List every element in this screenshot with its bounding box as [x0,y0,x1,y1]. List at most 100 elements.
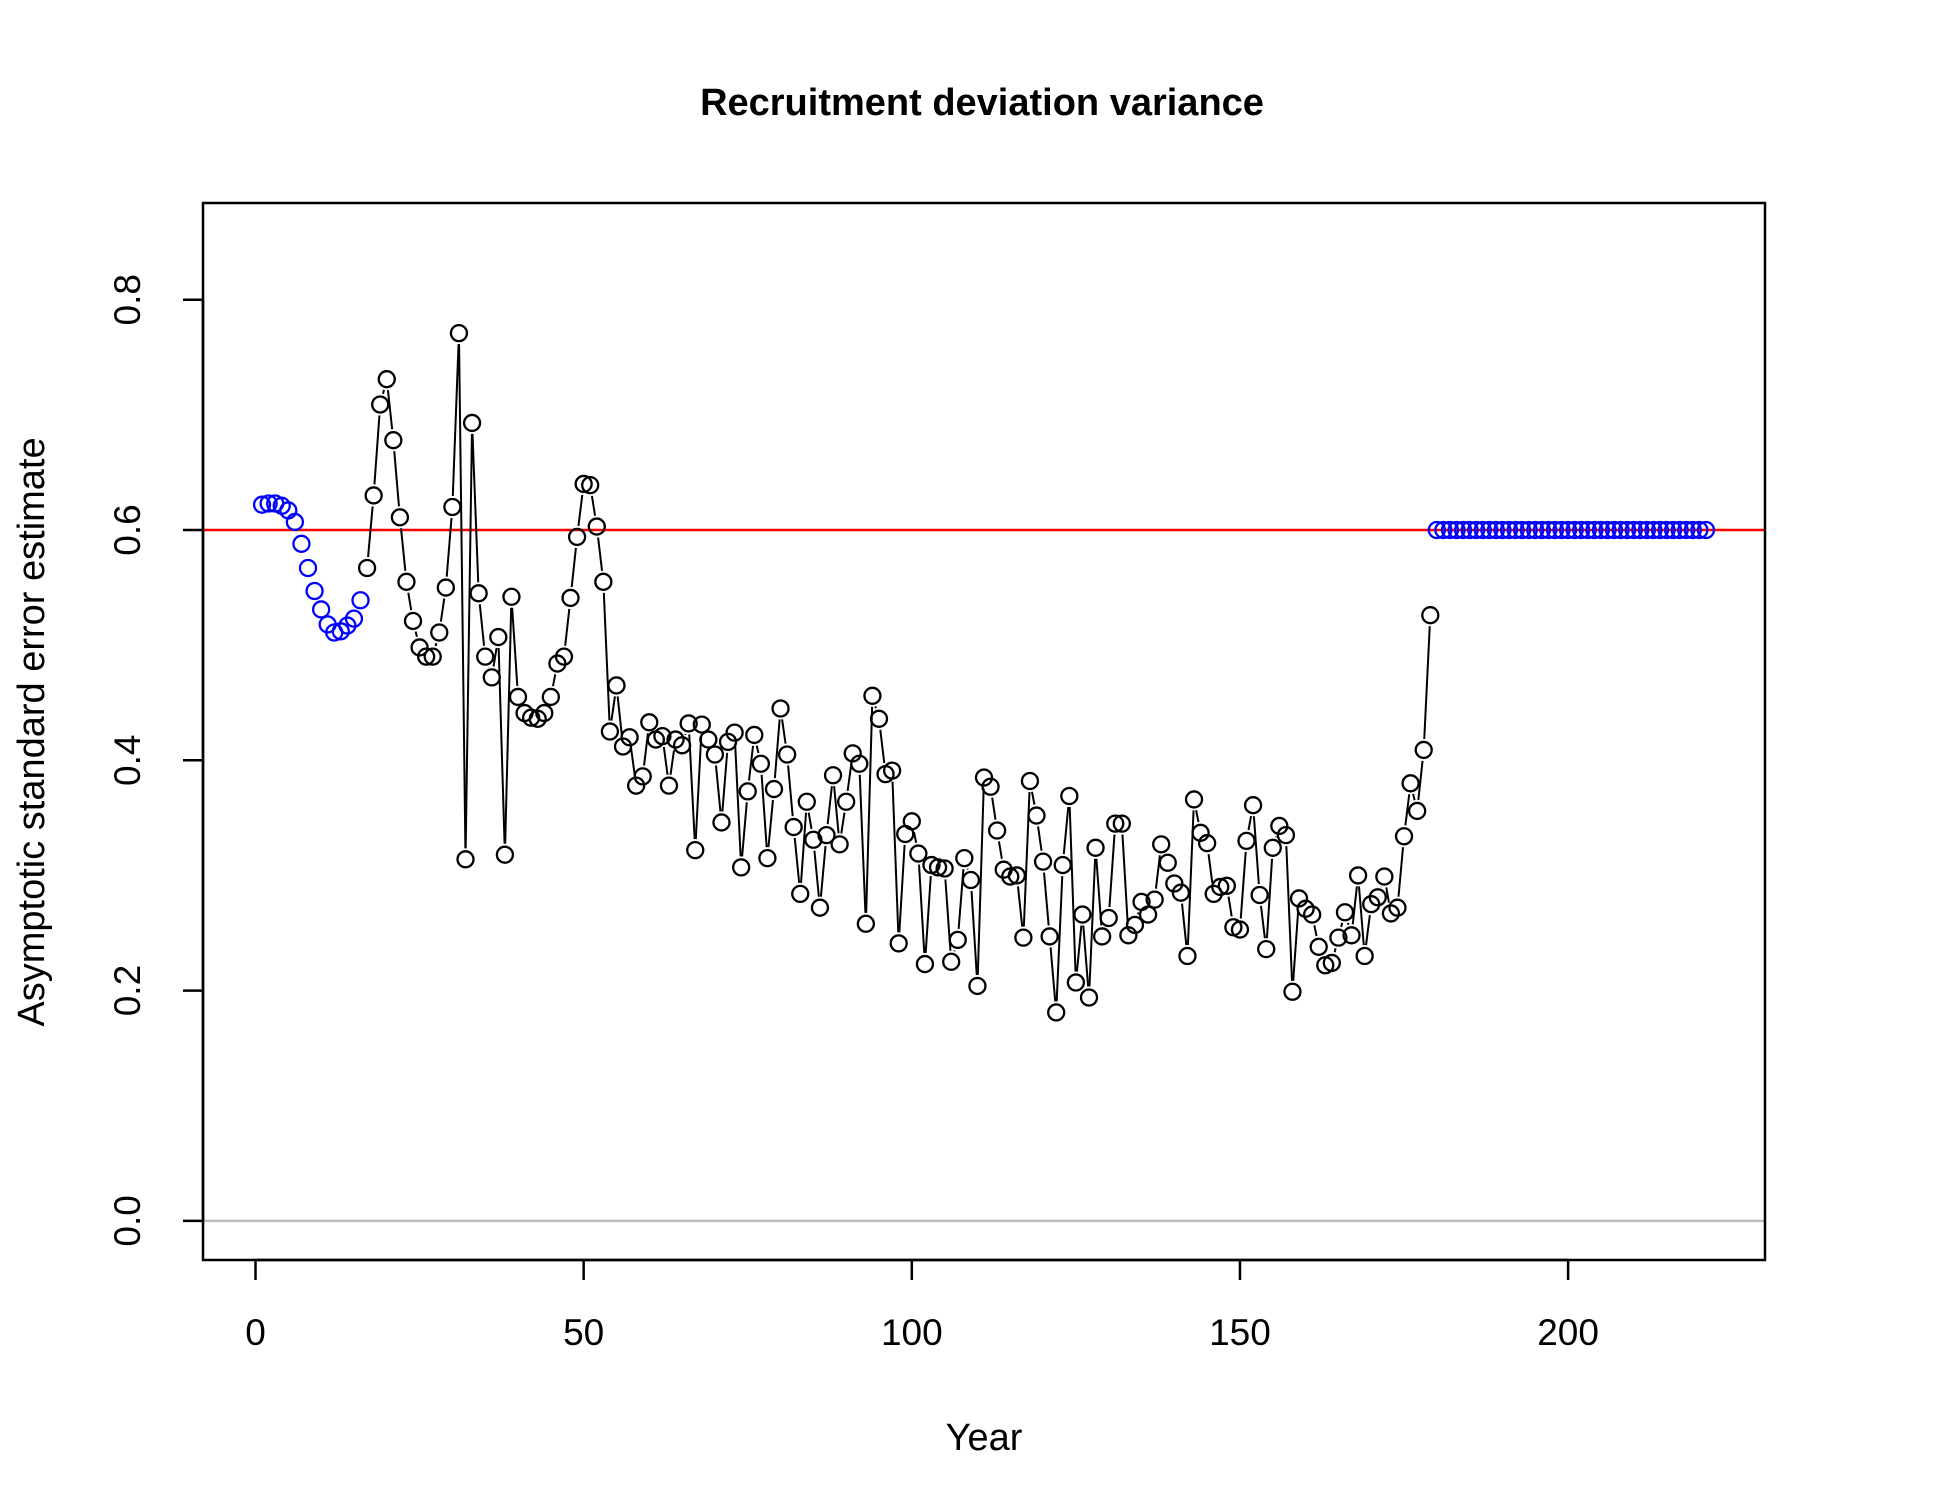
series-2-point [1513,520,1532,540]
series-1-point [1197,834,1217,853]
series-2-point [1434,520,1453,540]
series-1-segment [858,774,867,913]
series-1-point [758,849,777,868]
series-1-point [1171,883,1191,902]
series-2-point [1467,520,1486,540]
series-1-segment [478,604,486,646]
series-1-point [1342,926,1361,945]
series-1-segment [865,706,874,913]
series-1-point [942,952,961,971]
series-2-point [1486,520,1506,540]
series-1-segment [833,786,840,834]
series-1-segment [846,764,853,791]
series-2-point [1545,520,1565,540]
series-1-point [659,776,679,795]
series-2-point [1499,520,1519,540]
series-2-point [1604,520,1624,540]
series-1-point [718,732,738,752]
series-1-segment [1031,791,1036,805]
series-2-point [1683,520,1702,540]
series-1-point [1040,927,1059,946]
series-1-point [462,413,482,433]
series-1-segment [688,734,696,840]
series-2-point [1670,520,1689,540]
y-tick-label: 0.8 [107,274,148,325]
series-1-segment [1252,816,1260,885]
connector-lines [367,344,1431,1002]
series-1-point [1421,606,1440,625]
series-1-segment [570,547,577,588]
series-1-point [764,779,784,799]
series-1-point [469,584,488,603]
series-1-point [817,825,836,845]
series-1-segment [760,774,768,848]
series-1-point [1060,786,1079,806]
series-1-point [1283,982,1302,1001]
series-1-point [476,647,495,666]
series-2-point [1578,520,1597,540]
series-1-segment [898,844,906,933]
series-1-segment [807,812,813,830]
series-0-point [292,534,311,553]
series-1-point [1125,915,1145,935]
series-1-segment [1357,886,1365,946]
series-1-point [495,845,515,864]
series-1-point [672,736,692,755]
y-axis: 0.0 0.2 0.4 0.6 0.8 [107,274,205,1247]
series-1-point [797,792,816,811]
series-1-point [443,497,462,517]
series-1-point [725,723,744,742]
series-1-point [777,745,797,764]
series-1-segment [1412,793,1416,801]
series-1-point [882,761,902,780]
series-1-segment [373,415,381,485]
series-1-point [581,475,600,495]
series-1-point [1047,1003,1066,1022]
y-tick-label: 0.0 [107,1195,148,1246]
series-1-segment [1404,794,1411,826]
series-0-point [344,609,364,628]
series-1-point [1001,867,1020,886]
series-1-point [1184,790,1204,809]
series-1-point [587,517,606,536]
series-1-segment [1137,912,1140,915]
series-1-point [810,898,830,917]
series-1-segment [1075,925,1083,972]
series-2-point [1519,520,1538,540]
series-1-segment [414,631,418,638]
series-1-segment [464,433,473,849]
series-1-segment [669,750,675,775]
series-1-point [679,714,698,733]
series-2-point [1453,520,1473,540]
series-1-segment [1417,760,1424,801]
series-1-point [1053,855,1072,875]
series-2-point [1506,520,1525,540]
series-1-point [699,730,718,749]
series-1-point [1217,876,1236,895]
series-1-segment [891,781,900,933]
series-1-point [1230,920,1250,939]
series-1-point [1158,853,1177,872]
series-1-point [377,370,396,389]
series-1-point [430,623,449,642]
series-1-point [640,713,659,732]
series-1-point [1368,888,1387,907]
series-1-segment [407,592,413,611]
series-1-segment [393,451,400,507]
series-2-point [1618,520,1637,540]
x-axis-label: Year [946,1417,1023,1459]
series-1-segment [616,696,623,736]
series-1-segment [662,746,669,775]
series-1-point [653,726,672,746]
series-1-point [981,777,1000,796]
series-2-point [1598,520,1617,540]
series-1-segment [439,598,446,622]
series-1-segment [840,812,846,834]
series-1-point [416,647,436,666]
y-tick-label: 0.4 [107,735,148,786]
series-1-point [1388,898,1407,917]
series-0-point [285,512,305,532]
series-1-point [1355,946,1374,966]
series-1-segment [813,850,820,897]
